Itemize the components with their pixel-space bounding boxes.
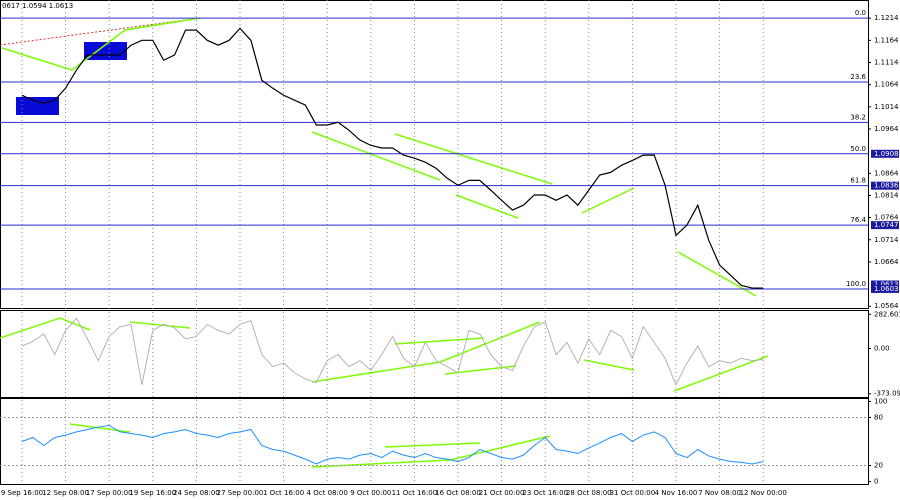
fib-label: 76.4 bbox=[850, 216, 866, 224]
y-tick-label: 1.1164 bbox=[874, 36, 899, 44]
trend-line bbox=[311, 131, 441, 181]
y-tick-label: 20 bbox=[874, 462, 883, 470]
price-tag-label: 1.0747 bbox=[874, 221, 899, 229]
trend-line bbox=[583, 359, 635, 371]
y-tick-label: 1.0664 bbox=[874, 258, 899, 266]
trend-line bbox=[129, 321, 191, 329]
x-tick-label: 23 Oct 16:00 bbox=[522, 489, 568, 497]
trend-line bbox=[0, 17, 201, 46]
x-tick-label: 24 Sep 08:00 bbox=[173, 489, 220, 497]
price-tag-label: 1.0603 bbox=[874, 285, 899, 293]
price-tag-label: 1.0908 bbox=[874, 150, 899, 158]
y-tick-label: 282.6012 bbox=[874, 310, 900, 318]
y-tick-label: 1.1014 bbox=[874, 103, 899, 111]
trend-line bbox=[581, 187, 635, 214]
price-tag bbox=[871, 221, 899, 230]
x-tick-label: 27 Sep 00:00 bbox=[217, 489, 264, 497]
fib-label: 61.8 bbox=[850, 177, 866, 185]
x-tick-label: 1 Oct 16:00 bbox=[263, 489, 304, 497]
trend-line bbox=[311, 321, 541, 383]
x-tick-label: 17 Sep 00:00 bbox=[86, 489, 133, 497]
y-tick-label: 0.00 bbox=[874, 345, 890, 353]
trend-line bbox=[1, 17, 201, 71]
data-line bbox=[21, 317, 764, 387]
x-tick-label: 31 Oct 00:00 bbox=[610, 489, 656, 497]
trend-line bbox=[673, 355, 769, 392]
x-tick-label: 12 Sep 08:00 bbox=[42, 489, 89, 497]
y-tick-label: 1.0964 bbox=[874, 125, 899, 133]
y-tick-label: 1.1214 bbox=[874, 14, 899, 22]
y-tick-label: 1.0764 bbox=[874, 214, 899, 222]
price-tag bbox=[871, 149, 899, 158]
trend-line bbox=[455, 194, 519, 219]
x-tick-label: 9 Sep 16:00 bbox=[1, 489, 43, 497]
fib-label: 100.0 bbox=[846, 280, 866, 288]
x-tick-label: 9 Oct 00:00 bbox=[350, 489, 391, 497]
cci-panel bbox=[0, 310, 869, 398]
price-tag bbox=[871, 284, 899, 293]
price-tag bbox=[871, 181, 899, 190]
y-tick-label: 1.1114 bbox=[874, 58, 899, 66]
price-tag bbox=[871, 280, 899, 289]
y-tick-label: 1.1064 bbox=[874, 81, 899, 89]
y-tick-label: -373.097 bbox=[874, 390, 900, 398]
fib-label: 50.0 bbox=[850, 145, 866, 153]
fib-label: 38.2 bbox=[850, 113, 866, 121]
trend-line bbox=[69, 423, 131, 433]
y-tick-label: 1.0564 bbox=[874, 302, 899, 310]
trend-line bbox=[394, 133, 553, 185]
y-tick-label: 1.0814 bbox=[874, 191, 899, 199]
y-tick-label: 0 bbox=[874, 478, 878, 486]
trend-line bbox=[394, 337, 485, 345]
x-tick-label: 21 Oct 00:00 bbox=[479, 489, 525, 497]
fib-label: 0.0 bbox=[855, 9, 866, 17]
x-tick-label: 11 Oct 16:00 bbox=[392, 489, 438, 497]
chart-title: 0617 1.0594 1.0613 bbox=[2, 2, 73, 10]
price-tag-label: 1.0836 bbox=[874, 182, 899, 190]
x-tick-label: 7 Nov 08:00 bbox=[698, 489, 741, 497]
x-tick-label: 16 Oct 08:00 bbox=[435, 489, 481, 497]
x-tick-label: 12 Nov 00:00 bbox=[740, 489, 787, 497]
y-tick-label: 1.0864 bbox=[874, 169, 899, 177]
x-tick-label: 4 Oct 08:00 bbox=[307, 489, 348, 497]
y-tick-label: 80 bbox=[874, 413, 883, 421]
data-line bbox=[21, 424, 764, 465]
price-panel bbox=[0, 0, 869, 309]
y-tick-label: 1.0714 bbox=[874, 236, 899, 244]
x-tick-label: 19 Sep 16:00 bbox=[129, 489, 176, 497]
trend-line bbox=[384, 442, 481, 448]
trend-line bbox=[0, 317, 91, 339]
price-tag-label: 1.0613 bbox=[874, 281, 899, 289]
x-tick-label: 28 Oct 08:00 bbox=[566, 489, 612, 497]
data-line bbox=[21, 27, 764, 289]
x-tick-label: 4 Nov 16:00 bbox=[655, 489, 698, 497]
rsi-panel bbox=[0, 398, 869, 485]
y-tick-label: 100 bbox=[874, 397, 887, 405]
fib-label: 23.6 bbox=[850, 73, 866, 81]
